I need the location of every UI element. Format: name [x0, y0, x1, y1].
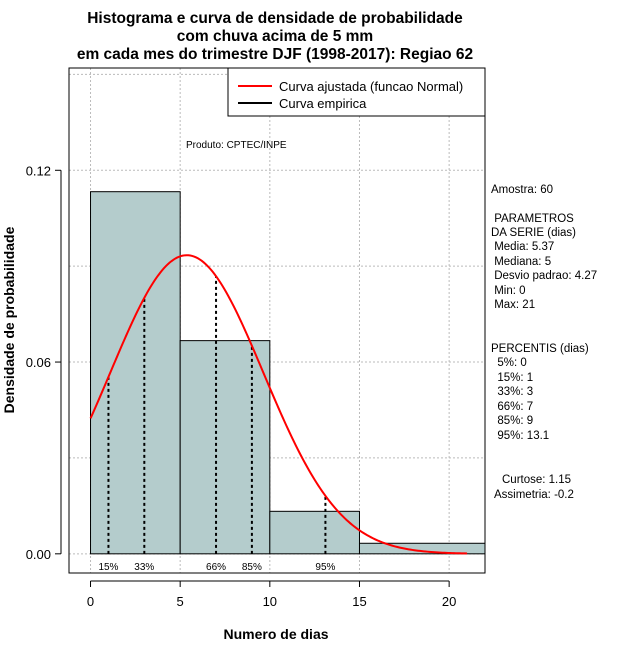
normal-curve: [89, 254, 468, 555]
x-tick-label-3: 15: [352, 594, 366, 609]
percentil-5: 5%: 0: [491, 357, 527, 369]
percentis-title: PERCENTIS (dias): [491, 343, 589, 355]
y-tick-label-2: 0.12: [26, 163, 51, 178]
histogram-bar-2: [269, 510, 360, 555]
legend-label-empirical: Curva empirica: [279, 96, 367, 111]
sample-size: Amostra: 60: [491, 184, 553, 196]
percentile-lines: [107, 276, 327, 554]
histogram-bar-3: [358, 542, 486, 555]
chart-title-line-3: em cada mes do trimestre DJF (1998-2017)…: [77, 46, 473, 63]
y-tick-label-1: 0.06: [26, 355, 51, 370]
stats-panel: Amostra: 60 PARAMETROS DA SERIE (dias) M…: [491, 184, 597, 501]
histogram-bar-0: [90, 191, 181, 555]
legend-box: [227, 67, 486, 117]
y-axis: 0.00 0.06 0.12: [26, 163, 62, 562]
y-tick-label-0: 0.00: [26, 547, 51, 562]
x-tick-label-2: 10: [263, 594, 277, 609]
percentil-66: 66%: 7: [491, 401, 533, 413]
params-title-2: DA SERIE (dias): [491, 227, 576, 239]
product-annotation: Produto: CPTEC/INPE: [186, 140, 287, 151]
percentil-15: 15%: 1: [491, 372, 533, 384]
percentile-label-4: 95%: [315, 562, 335, 573]
y-axis-label: Densidade de probabilidade: [1, 226, 17, 413]
x-tick-label-0: 0: [87, 594, 94, 609]
percentil-95: 95%: 13.1: [491, 430, 549, 442]
chart-title-line-2: com chuva acima de 5 mm: [177, 28, 373, 45]
kurtosis: Curtose: 1.15: [502, 474, 571, 486]
x-tick-label-1: 5: [177, 594, 184, 609]
chart-title-line-1: Histograma e curva de densidade de proba…: [87, 10, 463, 27]
percentile-label-0: 15%: [98, 562, 118, 573]
x-tick-label-4: 20: [442, 594, 456, 609]
percentil-33: 33%: 3: [491, 386, 533, 398]
skewness: Assimetria: -0.2: [494, 489, 574, 501]
param-min: Min: 0: [491, 285, 526, 297]
legend: Curva ajustada (funcao Normal) Curva emp…: [227, 67, 486, 117]
histogram-bar-1: [179, 340, 271, 555]
percentil-85: 85%: 9: [491, 415, 533, 427]
param-mean: Media: 5.37: [491, 241, 554, 253]
percentile-label-1: 33%: [134, 562, 154, 573]
percentile-label-3: 85%: [242, 562, 262, 573]
percentile-label-2: 66%: [206, 562, 226, 573]
x-axis: 0 5 10 15 20: [87, 580, 456, 609]
legend-label-fitted: Curva ajustada (funcao Normal): [279, 79, 463, 94]
param-sd: Desvio padrao: 4.27: [491, 270, 597, 282]
percentile-labels: 15% 33% 66% 85% 95%: [98, 562, 335, 573]
params-title-1: PARAMETROS: [491, 213, 574, 225]
x-axis-label: Numero de dias: [223, 626, 328, 642]
normal-curve-layer: [89, 254, 468, 555]
param-max: Max: 21: [491, 299, 535, 311]
histogram-bars: [90, 191, 486, 555]
param-median: Mediana: 5: [491, 256, 551, 268]
